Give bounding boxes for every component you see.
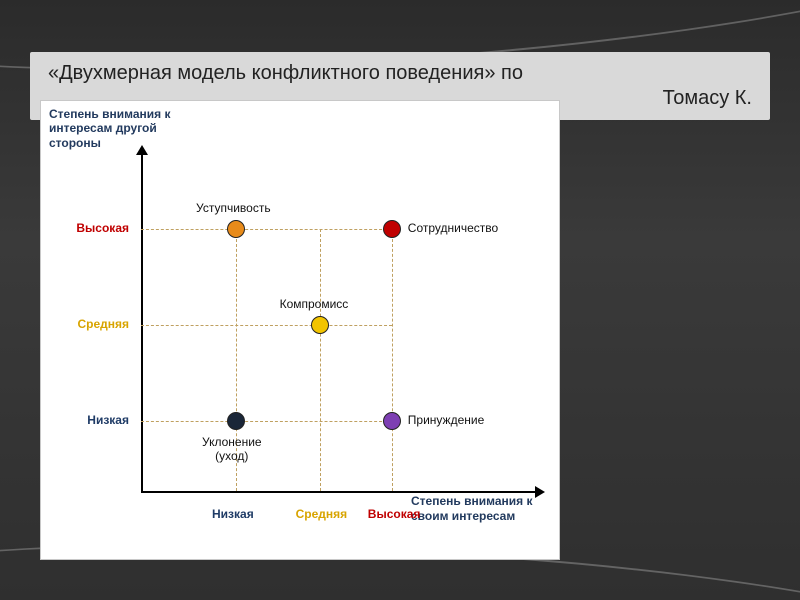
chart-point-label: Сотрудничество bbox=[408, 221, 498, 235]
x-tick-label: Средняя bbox=[296, 507, 348, 521]
chart-point bbox=[383, 220, 401, 238]
x-axis bbox=[141, 491, 541, 493]
chart-container: Степень внимания кинтересам другойсторон… bbox=[40, 100, 560, 560]
plot-area: ВысокаяСредняяНизкаяНизкаяСредняяВысокая… bbox=[141, 171, 521, 491]
x-axis-arrow bbox=[535, 486, 545, 498]
title-line-2: Томасу К. bbox=[663, 87, 752, 110]
dashed-horizontal bbox=[141, 229, 392, 230]
dashed-vertical bbox=[392, 229, 393, 491]
x-axis-title: Степень внимания ксвоим интересам bbox=[411, 494, 551, 523]
chart-point bbox=[311, 316, 329, 334]
y-axis-title: Степень внимания кинтересам другойсторон… bbox=[49, 107, 179, 150]
chart-point-label: Уклонение(уход) bbox=[202, 435, 262, 463]
title-line-1: «Двухмерная модель конфликтного поведени… bbox=[48, 62, 752, 85]
chart-point-label: Принуждение bbox=[408, 413, 484, 427]
dashed-vertical bbox=[320, 229, 321, 491]
y-axis-arrow bbox=[136, 145, 148, 155]
y-tick-label: Средняя bbox=[77, 317, 129, 331]
y-tick-label: Низкая bbox=[87, 413, 129, 427]
dashed-horizontal bbox=[141, 325, 392, 326]
x-tick-label: Высокая bbox=[368, 507, 421, 521]
y-tick-label: Высокая bbox=[76, 221, 129, 235]
x-tick-label: Низкая bbox=[212, 507, 254, 521]
chart-point bbox=[227, 412, 245, 430]
chart-point-label: Уступчивость bbox=[196, 201, 271, 215]
dashed-horizontal bbox=[141, 421, 392, 422]
chart-point bbox=[227, 220, 245, 238]
y-axis bbox=[141, 151, 143, 491]
chart-point-label: Компромисс bbox=[280, 297, 349, 311]
chart-point bbox=[383, 412, 401, 430]
